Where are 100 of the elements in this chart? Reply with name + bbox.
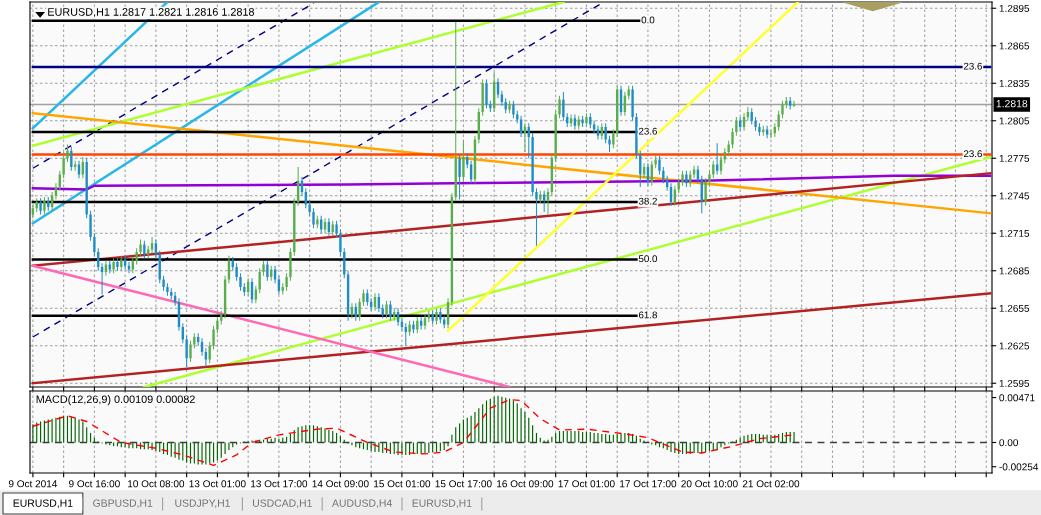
y-tick-label: 1.2805: [999, 117, 1030, 125]
candlestick: [273, 265, 277, 284]
candlestick: [139, 239, 142, 256]
candlestick: [200, 338, 204, 356]
candlestick: [243, 283, 246, 296]
y-tick-label: 1.2775: [999, 154, 1030, 162]
candlestick: [508, 100, 511, 114]
candlestick: [677, 178, 680, 194]
candlestick: [220, 310, 223, 325]
x-tick-label: 13 Oct 01:00: [189, 480, 246, 488]
candlestick: [685, 170, 688, 187]
candlestick: [596, 125, 600, 140]
candlestick: [662, 167, 665, 184]
candlestick: [170, 288, 173, 300]
candlestick: [216, 317, 219, 334]
candlestick: [350, 303, 354, 319]
candlestick: [308, 200, 311, 216]
candlestick: [731, 128, 734, 149]
candlestick: [193, 333, 196, 349]
candlestick: [562, 92, 565, 121]
candlestick: [443, 315, 446, 329]
candlestick: [535, 188, 538, 246]
candlestick: [150, 237, 154, 254]
candlestick: [189, 340, 192, 362]
x-tick-label: 16 Oct 09:00: [497, 480, 554, 488]
candlestick: [266, 260, 269, 281]
candlestick: [739, 117, 742, 131]
candlestick: [762, 125, 765, 136]
y-tick-label: -0.00254: [999, 463, 1039, 471]
candlestick: [408, 320, 411, 336]
candlestick: [162, 275, 165, 291]
candlestick: [270, 265, 273, 281]
candlestick: [54, 183, 58, 200]
candlestick: [239, 273, 242, 291]
x-tick-label: 9 Oct 2014: [8, 480, 58, 488]
candlestick: [373, 293, 377, 311]
candlestick: [504, 98, 507, 114]
candlestick: [235, 263, 238, 281]
candlestick: [204, 348, 208, 367]
x-tick-label: 15 Oct 01:00: [374, 480, 431, 488]
y-tick-label: 0.00471: [999, 394, 1035, 402]
text: USDCAD,H1: [253, 499, 312, 509]
candlestick: [281, 283, 284, 295]
candlestick: [612, 129, 615, 149]
candlestick: [604, 123, 607, 144]
candlestick: [589, 113, 592, 129]
candlestick: [769, 129, 773, 139]
text: EURUSD,H1: [13, 499, 73, 509]
candlestick: [323, 218, 327, 234]
text: USDJPY,H1: [175, 499, 230, 509]
candlestick: [339, 229, 342, 256]
x-tick-label: 13 Oct 17:00: [251, 480, 308, 488]
candlestick: [566, 113, 569, 127]
candlestick: [327, 218, 331, 236]
y-tick-label: 1.2715: [999, 229, 1030, 237]
x-tick-label: 17 Oct 17:00: [620, 480, 677, 488]
candlestick: [558, 95, 561, 119]
candlestick: [750, 108, 753, 125]
annotation: 23.6: [963, 150, 982, 158]
candlestick: [66, 144, 69, 162]
candlestick: [635, 113, 638, 159]
candlestick: [758, 123, 761, 136]
candlestick: [258, 268, 261, 294]
candlestick: [47, 197, 50, 211]
candlestick: [485, 79, 488, 109]
candlestick: [658, 155, 661, 175]
candlestick: [785, 97, 788, 109]
y-tick-label: 1.2745: [999, 192, 1030, 200]
y-tick-label: 1.2865: [999, 42, 1030, 50]
candlestick: [100, 263, 104, 295]
candlestick: [742, 113, 746, 131]
chart-title: MACD(12,26,9) 0.00109 0.00082: [36, 395, 195, 406]
candlestick: [73, 160, 77, 171]
candlestick: [627, 85, 630, 100]
candlestick: [423, 314, 427, 330]
candlestick: [62, 152, 65, 179]
candlestick: [573, 114, 577, 130]
candlestick: [527, 123, 530, 159]
candlestick: [412, 320, 415, 334]
candlestick: [39, 198, 42, 215]
candlestick: [773, 123, 776, 137]
text: GBPUSD,H1: [93, 499, 153, 509]
ref-line-label: 1.2818: [996, 99, 1028, 108]
candlestick: [681, 170, 684, 186]
candlestick: [454, 22, 457, 201]
candlestick: [585, 113, 588, 127]
candlestick: [196, 333, 200, 346]
candlestick: [723, 148, 727, 164]
candlestick: [369, 298, 373, 311]
candlestick: [715, 143, 719, 175]
candlestick: [385, 300, 388, 319]
candlestick: [419, 317, 423, 330]
candlestick: [458, 154, 461, 200]
y-tick-label: 1.2595: [999, 379, 1030, 387]
y-tick-label: 1.2895: [999, 4, 1030, 12]
candlestick: [381, 304, 384, 319]
candlestick: [185, 335, 188, 367]
candlestick: [112, 258, 115, 274]
y-tick-label: 1.2685: [999, 267, 1030, 275]
x-tick-label: 17 Oct 01:00: [558, 480, 615, 488]
